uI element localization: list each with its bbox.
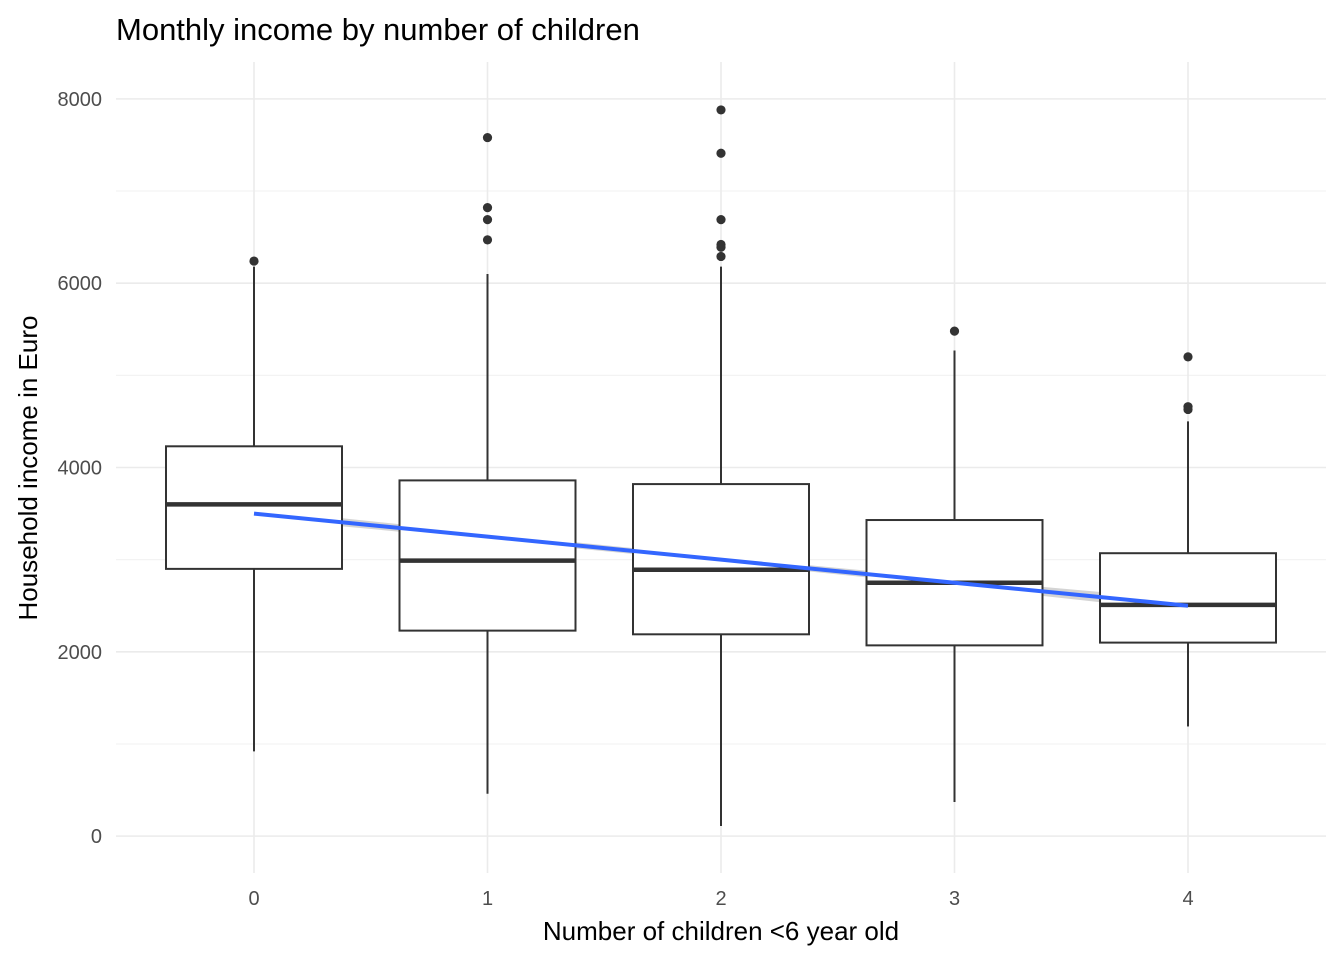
boxplot-group — [1099, 352, 1277, 727]
y-tick-label: 6000 — [58, 273, 103, 295]
iqr-box — [1099, 552, 1277, 644]
x-tick-label: 0 — [248, 888, 259, 910]
outlier-point — [249, 256, 259, 266]
outlier-point — [1183, 352, 1193, 362]
iqr-box — [398, 479, 577, 632]
x-axis-title: Number of children <6 year old — [543, 916, 899, 946]
outlier-point — [482, 203, 493, 213]
trend-line-layer — [253, 511, 1189, 608]
y-axis-title: Household income in Euro — [13, 316, 43, 621]
y-tick-label: 8000 — [58, 89, 103, 111]
chart-title: Monthly income by number of children — [116, 12, 640, 47]
outlier-point — [716, 214, 726, 225]
outlier-point — [716, 105, 726, 115]
y-tick-label: 4000 — [58, 458, 103, 480]
outlier-point — [482, 132, 493, 143]
outlier-point — [1183, 404, 1193, 415]
x-axis-tick-labels: 0 1 2 3 4 — [248, 888, 1193, 910]
x-tick-label: 2 — [715, 888, 726, 910]
outlier-point — [482, 214, 493, 225]
iqr-box — [165, 445, 343, 570]
boxplot-group — [398, 132, 577, 794]
y-tick-label: 0 — [91, 826, 102, 848]
boxplot-group — [632, 105, 810, 826]
y-tick-label: 2000 — [58, 642, 103, 664]
outlier-point — [716, 251, 726, 262]
outlier-point — [716, 242, 726, 252]
outlier-point — [482, 235, 493, 245]
outlier-point — [716, 148, 726, 158]
trend-line — [253, 511, 1189, 608]
x-tick-label: 3 — [949, 888, 960, 910]
boxplot-group — [865, 326, 1044, 803]
y-axis-tick-labels: 0 2000 4000 6000 8000 — [58, 89, 103, 848]
x-tick-label: 4 — [1182, 888, 1193, 910]
x-tick-label: 1 — [482, 888, 493, 910]
outlier-point — [949, 326, 960, 336]
boxplot-layer — [165, 105, 1277, 826]
boxplot-group — [165, 256, 343, 752]
